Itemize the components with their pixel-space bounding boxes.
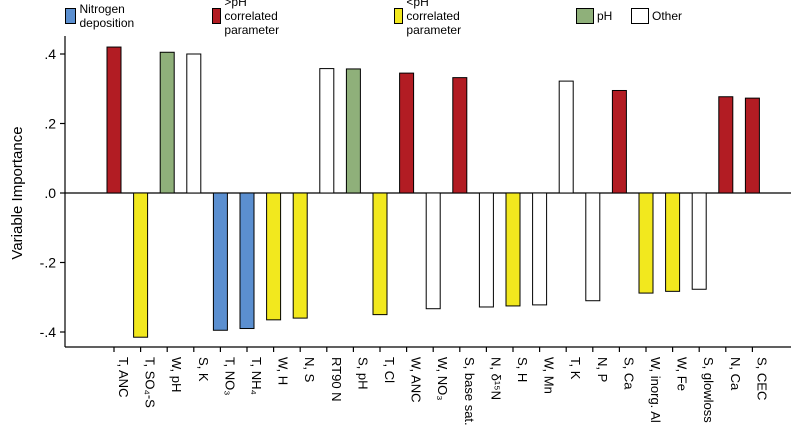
bar [478,192,494,308]
x-tick-label: N, S [302,357,317,383]
legend-item-nitrogen: Nitrogen deposition [65,2,141,30]
x-tick-label: W, NO₃ [435,357,450,401]
x-tick-label: S, H [515,357,530,382]
bar [425,192,441,310]
y-tick-label: .2 [44,116,56,132]
x-tick-label: W, inorg. Al [648,357,663,423]
legend-label-other: Other [652,9,683,23]
x-tick-label: S, CEC [754,357,769,400]
y-axis: .4 .2 .0 -.2 -.4 [40,36,791,348]
bar [558,80,574,194]
x-tick-label: T, ANC [116,357,131,397]
bar [744,97,760,194]
bar [665,192,681,292]
x-tick-label: W, pH [169,357,184,392]
y-tick-label: -.4 [40,324,57,340]
x-tick-label: W, Fe [675,357,690,391]
legend-item-gt-ph: >pH correlated parameter [212,0,288,37]
bar [133,192,149,338]
x-tick-label: N, Ca [728,357,743,391]
bar [212,192,228,331]
x-tick-label: N, P [595,357,610,382]
bar [372,192,388,316]
bar [159,51,175,194]
bars [106,46,760,338]
x-tick-label: S, K [196,357,211,382]
bar [452,77,468,194]
bar [691,192,707,290]
x-tick-label: N, δ¹⁵N [488,357,503,400]
legend-item-other: Other [631,6,682,26]
x-tick-label: S, base sat. [462,357,477,426]
legend-label-lt-ph: <pH correlated parameter [406,0,462,37]
x-tick-label: W, Mn [542,357,557,394]
x-tick-label: W, H [276,357,291,385]
legend-item-lt-ph: <pH correlated parameter [394,0,470,37]
y-tick-label: .4 [44,46,56,62]
legend-label-gt-ph: >pH correlated parameter [224,0,280,37]
bar [266,192,282,321]
legend-swatch-other [631,8,649,24]
legend-swatch-ph [576,8,594,24]
bar [345,68,361,194]
x-tick-label: T, Cl [382,357,397,383]
y-tick-label: .0 [44,185,56,201]
x-tick-label: S, pH [355,357,370,390]
y-axis-label: Variable Importance [9,126,26,259]
x-tick-label: T, NO₃ [222,357,237,396]
legend-swatch-nitrogen [65,8,77,24]
bar [532,192,548,306]
bar [319,68,335,194]
x-tick-label: W, ANC [409,357,424,403]
bar [292,192,308,319]
x-tick-label: S, Ca [621,357,636,390]
bar [718,96,734,194]
legend-item-ph: pH [576,6,612,26]
legend-swatch-lt-ph [394,8,404,24]
bar [186,53,202,194]
bar [611,89,627,194]
bar [399,72,415,194]
legend-label-ph: pH [597,9,613,23]
legend-swatch-gt-ph [212,8,222,24]
bar [106,46,122,194]
legend-label-nitrogen: Nitrogen deposition [79,2,135,30]
x-tick-label: S, glowloss [701,357,716,423]
bar [585,192,601,302]
y-tick-label: -.2 [40,255,57,271]
x-tick-labels: T, ANC T, SO₄-S W, pH S, K T, NO₃ T, NH₄ W, H N… [113,347,769,426]
x-tick-label: T, NH₄ [249,357,264,395]
x-tick-label: RT90 N [329,357,344,402]
bar [505,192,521,307]
bar [239,192,255,330]
bar [638,192,654,294]
x-tick-label: T, SO₄-S [143,357,158,408]
x-tick-label: T, K [568,357,583,380]
